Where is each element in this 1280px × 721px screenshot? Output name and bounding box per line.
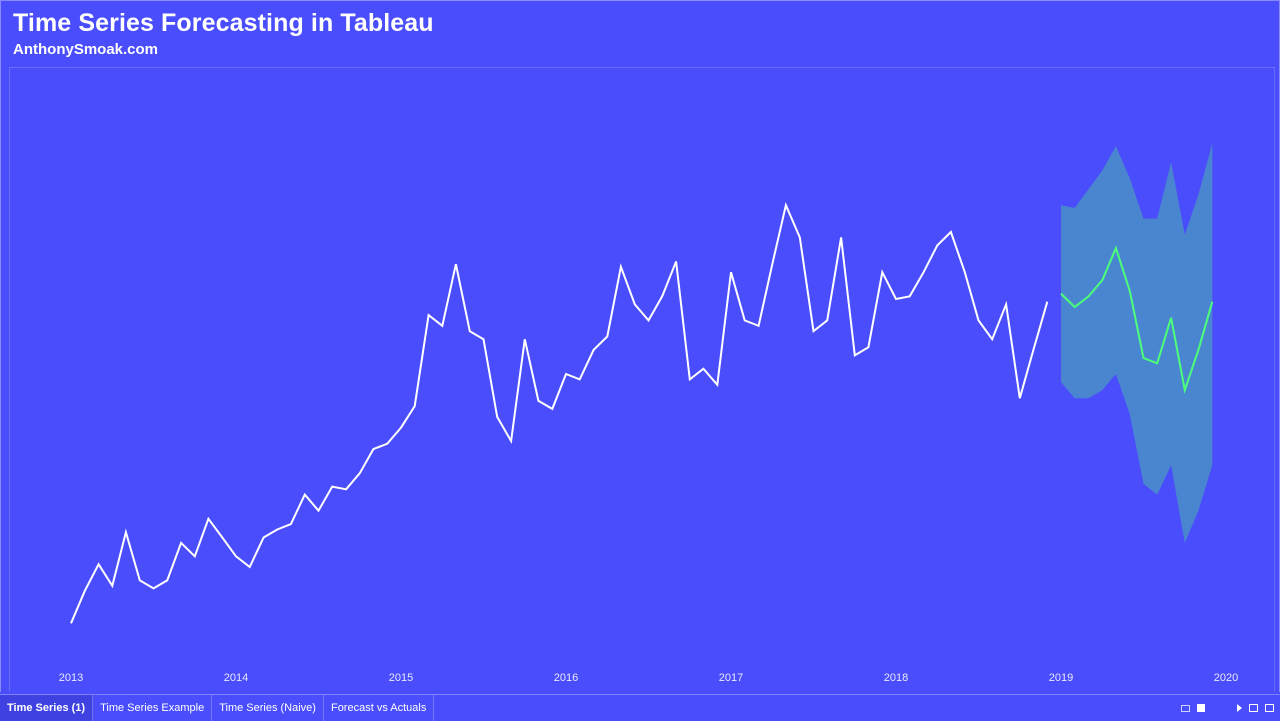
x-tick-label: 2018	[884, 672, 908, 684]
tab-controls	[1181, 695, 1274, 721]
forecast-series-line[interactable]	[1060, 245, 1214, 395]
sheet-tab-bar: Time Series (1) Time Series Example Time…	[0, 694, 1280, 721]
prediction-band-layer	[1061, 143, 1213, 543]
play-icon[interactable]	[1237, 704, 1242, 712]
actual-series-line[interactable]	[70, 202, 1049, 624]
series-line-layer	[70, 202, 1214, 624]
presentation-icon[interactable]	[1265, 704, 1274, 712]
x-tick-label: 2013	[59, 672, 83, 684]
x-tick-label: 2020	[1214, 672, 1238, 684]
x-tick-label: 2017	[719, 672, 743, 684]
filmstrip-icon[interactable]	[1197, 704, 1205, 712]
fullscreen-icon[interactable]	[1249, 704, 1258, 712]
forecast-chart[interactable]: 2013 2014 2015 2016 2017 2018 2019 2020	[10, 68, 1274, 692]
sheet-sorter-icon[interactable]	[1181, 704, 1190, 712]
x-tick-label: 2016	[554, 672, 578, 684]
dashboard: Time Series Forecasting in Tableau Antho…	[0, 0, 1280, 692]
tab-time-series-1[interactable]: Time Series (1)	[0, 695, 94, 721]
tab-time-series-example[interactable]: Time Series Example	[93, 695, 213, 721]
tab-forecast-vs-actuals[interactable]: Forecast vs Actuals	[324, 695, 435, 721]
x-axis-ticks: 2013 2014 2015 2016 2017 2018 2019 2020	[59, 672, 1238, 684]
chart-area[interactable]: 2013 2014 2015 2016 2017 2018 2019 2020	[9, 67, 1275, 691]
x-tick-label: 2014	[224, 672, 248, 684]
x-tick-label: 2019	[1049, 672, 1073, 684]
x-tick-label: 2015	[389, 672, 413, 684]
page-subtitle: AnthonySmoak.com	[13, 41, 159, 58]
tab-time-series-naive[interactable]: Time Series (Naive)	[212, 695, 324, 721]
prediction-interval-band[interactable]	[1061, 143, 1213, 543]
page-title: Time Series Forecasting in Tableau	[13, 9, 434, 37]
